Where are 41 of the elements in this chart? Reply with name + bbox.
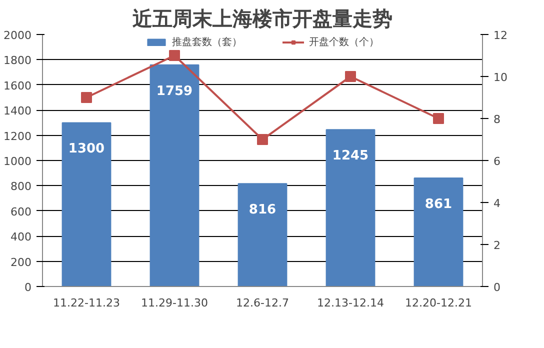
x-tick-label: 12.13-12.14	[317, 296, 384, 310]
y-tick-label: 200	[10, 256, 32, 269]
data-label: 1300	[68, 142, 105, 157]
y-tick-label: 1200	[4, 130, 32, 143]
bar	[414, 178, 464, 286]
bar	[62, 122, 112, 286]
legend-label: 推盘套数（套）	[172, 36, 242, 49]
data-label: 1245	[332, 148, 369, 164]
y-tick-label: 1000	[4, 155, 32, 168]
y2-tick-label: 2	[494, 239, 500, 252]
y2-tick-label: 12	[494, 29, 508, 42]
point	[257, 134, 268, 145]
y-tick-label: 1600	[4, 79, 32, 92]
bar	[238, 183, 288, 286]
x-tick-label: 11.29-11.30	[141, 296, 208, 310]
y-tick-label: 600	[10, 205, 32, 218]
x-tick-label: 12.6-12.7	[236, 296, 289, 310]
y2-tick-label: 4	[494, 197, 500, 210]
x-tick-label: 12.20-12.21	[405, 296, 472, 310]
y2-tick-label: 0	[494, 281, 500, 294]
data-label: 861	[424, 197, 452, 212]
y2-tick-label: 6	[494, 155, 500, 168]
point	[169, 50, 180, 61]
y-tick-label: 0	[24, 281, 32, 294]
x-tick-label: 11.22-11.23	[53, 296, 120, 310]
y2-tick-label: 8	[494, 113, 500, 126]
y-tick-label: 1800	[4, 54, 32, 68]
y2-tick-label: 10	[494, 71, 508, 84]
data-label: 816	[248, 202, 276, 218]
y-tick-label: 2000	[4, 29, 32, 42]
y-tick-label: 400	[10, 230, 32, 244]
chart-title: 近五周末上海楼市开盘量走势	[132, 6, 392, 30]
y-tick-label: 1400	[4, 104, 32, 118]
point	[345, 71, 356, 82]
legend-label: 开盘个数（个）	[309, 36, 379, 49]
point	[81, 92, 92, 103]
data-label: 1759	[156, 84, 193, 99]
bar	[150, 64, 200, 286]
bar	[326, 129, 376, 286]
y-tick-label: 800	[10, 180, 32, 194]
point	[433, 113, 444, 124]
